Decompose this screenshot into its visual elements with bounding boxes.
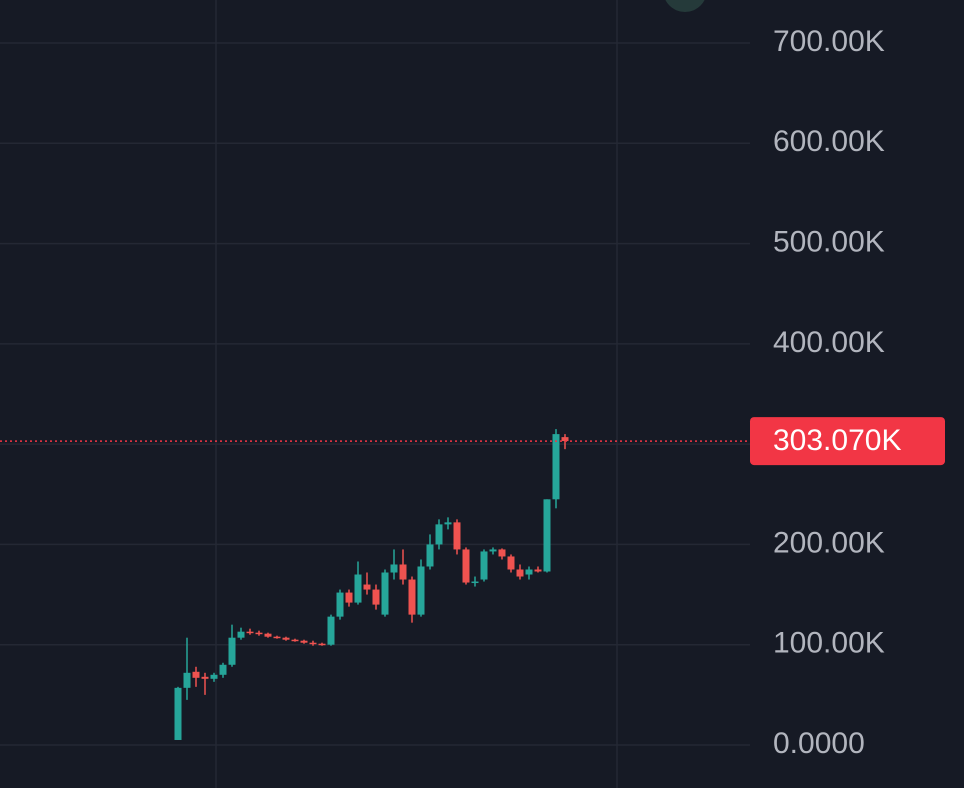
- candle-body: [543, 499, 551, 572]
- y-tick-label: 700.00K: [773, 25, 885, 58]
- candle-body: [336, 592, 344, 617]
- candle-body: [381, 572, 389, 615]
- candle-body: [291, 639, 299, 642]
- candle-body: [318, 643, 326, 646]
- candle-body: [174, 687, 182, 740]
- candle-body: [390, 564, 398, 573]
- candle-body: [561, 437, 569, 442]
- candle-body: [426, 544, 434, 567]
- candle-body: [264, 633, 272, 637]
- button[interactable]: [663, 0, 707, 12]
- candle-body: [192, 671, 200, 678]
- last-price-label: 303.070K: [773, 424, 901, 457]
- candle-body: [453, 522, 461, 550]
- candle-body: [471, 581, 479, 584]
- candle-body: [525, 569, 533, 575]
- candle-body: [327, 616, 335, 645]
- candle-body: [210, 674, 218, 679]
- candle-body: [372, 589, 380, 605]
- candle-body: [480, 551, 488, 580]
- y-tick-label: 400.00K: [773, 326, 885, 359]
- candle-body: [300, 640, 308, 643]
- candle-body: [399, 564, 407, 580]
- y-tick-label: 100.00K: [773, 627, 885, 660]
- candle-body: [507, 556, 515, 570]
- candle-body: [219, 664, 227, 675]
- candle-body: [498, 549, 506, 557]
- candle-body: [237, 631, 245, 638]
- candle-body: [408, 579, 416, 615]
- candle-body: [273, 636, 281, 639]
- y-tick-label: 600.00K: [773, 125, 885, 158]
- candle-body: [282, 637, 290, 640]
- last-price-box: [750, 417, 945, 466]
- candle-body: [462, 549, 470, 583]
- y-tick-label: 200.00K: [773, 526, 885, 559]
- candle-body: [552, 434, 560, 500]
- candle-body: [489, 549, 497, 552]
- candle-body: [354, 574, 362, 603]
- candle-body: [201, 676, 209, 679]
- candle-body: [444, 522, 452, 525]
- candle-body: [228, 637, 236, 665]
- candle-body: [246, 631, 254, 634]
- candle-body: [534, 569, 542, 572]
- candle-body: [417, 566, 425, 615]
- y-tick-label: 0.0000: [773, 727, 865, 760]
- candle-body: [183, 672, 191, 688]
- candle-body: [309, 642, 317, 645]
- candle-body: [435, 524, 443, 545]
- candle-body: [345, 592, 353, 603]
- candle-body: [255, 632, 263, 635]
- candle-body: [516, 569, 524, 577]
- candle-body: [363, 584, 371, 590]
- y-tick-label: 500.00K: [773, 225, 885, 258]
